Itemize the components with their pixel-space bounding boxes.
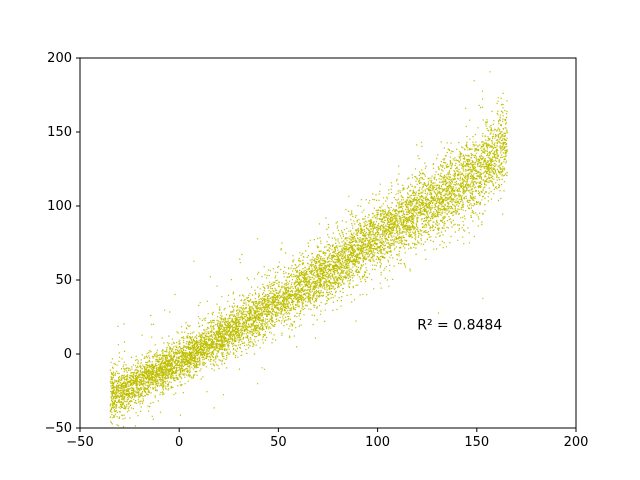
x-tick-label: 100 [365, 435, 390, 450]
axes-frame [79, 57, 577, 429]
y-tick-label: 100 [47, 199, 72, 214]
scatter-points [109, 71, 508, 428]
r-squared-annotation: R² = 0.8484 [417, 317, 502, 333]
y-tick-label: 150 [47, 125, 72, 140]
y-tick-label: 0 [64, 347, 72, 362]
x-axis: −50 0 50 100 150 200 [66, 428, 588, 450]
x-tick-label: 150 [464, 435, 489, 450]
y-tick-label: −50 [45, 421, 72, 436]
x-tick-label: 200 [564, 435, 589, 450]
x-tick-label: 50 [270, 435, 287, 450]
y-axis: −50 0 50 100 150 200 [45, 51, 80, 436]
x-tick-label: 0 [175, 435, 183, 450]
y-tick-label: 200 [47, 51, 72, 66]
x-tick-label: −50 [66, 435, 93, 450]
y-tick-label: 50 [55, 273, 72, 288]
scatter-point-cloud [109, 71, 508, 428]
